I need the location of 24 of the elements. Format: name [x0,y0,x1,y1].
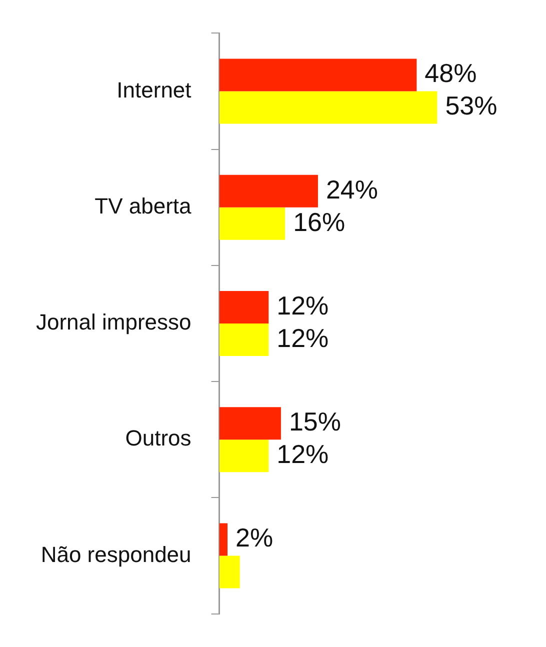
bar [219,207,286,240]
bar [219,523,228,556]
bar [219,174,318,208]
y-tick-label: Internet [116,77,192,102]
bar [219,91,438,124]
y-tick-label: Outros [125,426,192,451]
y-tick-label: TV aberta [94,193,192,218]
bar [219,407,281,440]
bar [219,440,269,472]
data-label: 16% [293,206,346,237]
data-label: 48% [424,58,477,88]
data-label: 12% [276,322,329,353]
data-label: 53% [445,90,498,121]
bar [219,290,269,324]
bar [219,58,417,92]
data-label: 24% [326,174,378,204]
data-label: 2% [236,522,274,553]
data-label: 12% [276,439,329,470]
bar [219,324,269,356]
y-tick-label: Não respondeu [40,542,192,567]
data-label: 15% [288,406,342,437]
data-label: 12% [276,290,329,320]
bar [219,556,240,588]
y-tick-label: Jornal impresso [36,310,192,335]
